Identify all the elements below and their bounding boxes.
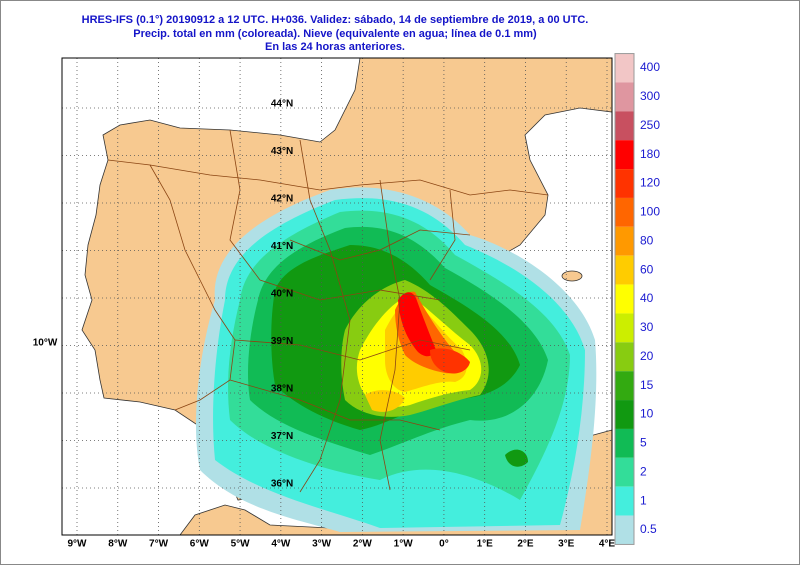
header-line: HRES-IFS (0.1°) 20190912 a 12 UTC. H+036… [82,14,589,26]
borders [107,129,549,493]
longitude-label: 2°E [517,539,534,550]
colorbar-swatch [615,284,634,314]
header-line: Precip. total en mm (coloreada). Nieve (… [133,28,537,40]
colorbar-swatch [615,111,634,141]
colorbar-label: 60 [640,262,654,276]
colorbar-label: 120 [640,176,660,190]
latitude-label: 38°N [271,384,293,395]
colorbar-swatch [615,342,634,372]
map-frame [61,57,613,536]
longitude-label: 6°W [190,539,210,550]
side-label: 10°W [33,338,58,349]
colorbar-label: 80 [640,233,654,247]
longitude-label: 8°W [108,539,128,550]
longitude-label: 9°W [68,539,88,550]
colorbar-swatch [615,140,634,170]
colorbar-label: 400 [640,60,660,74]
menorca [561,270,583,282]
colorbar-label: 100 [640,205,660,219]
latitude-label: 36°N [271,479,293,490]
colorbar-swatch [615,313,634,343]
latitude-label: 39°N [271,336,293,347]
colorbar-label: 5 [640,436,647,450]
longitude-label: 4°W [271,539,291,550]
map [61,57,613,536]
latitude-label: 37°N [271,431,293,442]
colorbar-label: 1 [640,493,647,507]
longitude-label: 7°W [149,539,169,550]
colorbar-swatch [615,226,634,256]
colorbar-swatch [615,400,634,429]
colorbar-label: 15 [640,378,654,392]
colorbar-label: 300 [640,89,660,103]
longitude-label: 1°E [477,539,494,550]
longitude-label: 0° [439,539,449,550]
colorbar-label: 10 [640,407,654,421]
colorbar-swatch [615,428,634,458]
colorbar-label: 20 [640,349,654,363]
colorbar-frame [614,53,635,545]
colorbar-swatch [615,371,634,401]
latitude-label: 43°N [271,146,293,157]
longitude-label: 4°E [599,539,616,550]
longitude-label: 2°W [353,539,373,550]
colorbar-label: 40 [640,291,654,305]
header-line: En las 24 horas anteriores. [265,41,405,53]
latitude-label: 40°N [271,289,293,300]
longitude-label: 1°W [394,539,414,550]
longitude-label: 3°E [558,539,575,550]
colorbar-swatch [615,169,634,198]
colorbar-label: 180 [640,147,660,161]
longitude-label: 5°W [231,539,251,550]
longitude-label: 3°W [312,539,332,550]
colorbar-swatch [615,515,634,545]
colorbar-label: 250 [640,118,660,132]
latitude-label: 42°N [271,194,293,205]
colorbar-swatch [615,457,634,487]
latitude-label: 41°N [271,241,293,252]
colorbar-swatch [615,486,634,516]
colorbar-swatch [615,255,634,285]
colorbar-label: 30 [640,320,654,334]
latitude-label: 44°N [271,99,293,110]
colorbar-label: 0.5 [640,522,657,536]
colorbar-swatch [615,53,634,83]
colorbar-swatch [615,197,634,227]
colorbar-swatch [615,82,634,112]
colorbar-label: 2 [640,464,647,478]
